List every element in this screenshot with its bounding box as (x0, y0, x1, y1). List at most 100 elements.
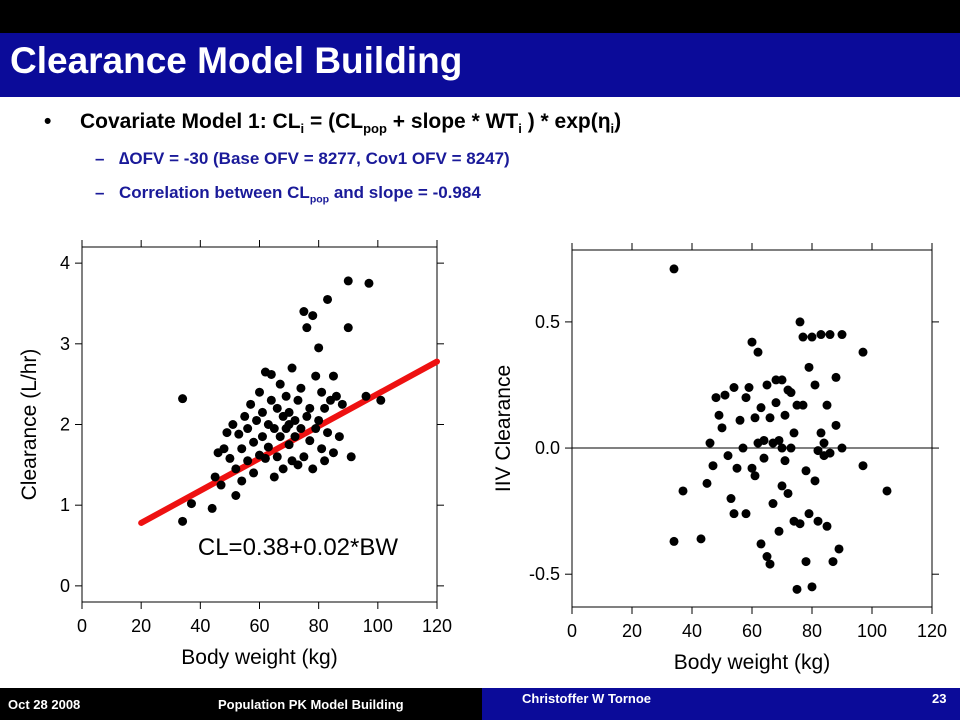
data-point (243, 424, 253, 434)
data-point (243, 456, 253, 466)
data-point (314, 343, 324, 353)
data-point (331, 391, 341, 401)
data-point (858, 347, 868, 357)
data-point (296, 424, 306, 434)
bullet-covariate-model: • Covariate Model 1: CLi = (CLpop + slope… (44, 110, 621, 136)
data-point (801, 557, 811, 567)
bullet-text: ) (614, 110, 622, 133)
bullet-sub: i (518, 121, 522, 137)
data-point (813, 446, 823, 456)
data-point (795, 317, 805, 327)
data-point (320, 403, 330, 413)
data-point (311, 424, 321, 434)
y-tick-label: 0.0 (535, 438, 560, 458)
data-point (837, 443, 847, 453)
clearance-vs-weight-chart: 0 20 40 60 80 100 120 0 1 2 3 4 Body weight (kg) Clea… (18, 240, 452, 669)
data-point (822, 400, 832, 410)
data-point (798, 332, 808, 342)
data-point (759, 435, 769, 445)
data-point (777, 481, 787, 491)
data-point (284, 407, 294, 417)
data-point (249, 437, 259, 447)
data-point (708, 461, 718, 471)
data-point (228, 420, 238, 429)
data-point (299, 452, 309, 462)
data-point (810, 380, 820, 390)
data-point (774, 435, 784, 445)
x-tick-label: 60 (249, 616, 269, 636)
x-axis-label: Body weight (kg) (181, 646, 337, 669)
bullet-sub: i (300, 121, 305, 137)
data-point (813, 516, 823, 526)
data-point (705, 438, 715, 448)
data-point (305, 436, 315, 446)
data-point (246, 399, 256, 409)
x-tick-label: 80 (802, 621, 822, 641)
data-point (669, 264, 679, 274)
bullet-sub: i (610, 121, 615, 137)
data-point (747, 463, 757, 473)
data-point (789, 428, 799, 438)
data-point (343, 323, 353, 333)
data-point (186, 499, 196, 509)
footer-blue-panel (482, 688, 960, 720)
data-point (741, 509, 751, 519)
data-point (768, 499, 778, 509)
data-point (343, 276, 353, 286)
y-axis-label: Clearance (L/hr) (18, 349, 41, 501)
data-point (723, 451, 733, 461)
data-point (669, 536, 679, 546)
x-tick-label: 20 (131, 616, 151, 636)
x-tick-label: 120 (422, 616, 452, 636)
data-point (750, 471, 760, 481)
data-point (714, 410, 724, 420)
y-tick-label: 0.5 (535, 312, 560, 332)
data-point (284, 440, 294, 450)
data-point (825, 330, 835, 340)
data-point (738, 443, 748, 453)
y-tick-label: -0.5 (529, 564, 560, 584)
sub-dash: – (95, 149, 105, 168)
data-point (837, 330, 847, 340)
data-point (786, 443, 796, 453)
data-point (269, 472, 279, 482)
data-point (178, 516, 188, 526)
data-point (255, 387, 264, 397)
data-point (219, 444, 229, 454)
bullet-sub: pop (363, 121, 387, 137)
data-point (759, 453, 769, 463)
plot-frame (571, 249, 933, 608)
data-point (257, 432, 267, 442)
data-point (207, 503, 217, 513)
bullet-text: Covariate Model 1: CL (80, 110, 301, 133)
x-tick-label: 0 (77, 616, 87, 636)
data-point (346, 452, 356, 462)
y-tick-label: 2 (60, 415, 70, 435)
data-point (762, 552, 772, 562)
data-point (777, 375, 787, 385)
data-point (753, 347, 763, 357)
data-point (792, 584, 802, 594)
x-tick-label: 20 (622, 621, 642, 641)
data-point (237, 476, 247, 486)
data-point (237, 444, 247, 454)
data-point (735, 415, 745, 425)
data-point (816, 330, 826, 340)
bullet-text: ) * exp( (521, 110, 598, 133)
data-point (807, 332, 817, 342)
data-point (231, 464, 241, 474)
data-point (756, 539, 766, 549)
data-point (266, 395, 276, 405)
data-point (328, 448, 338, 458)
data-point (302, 323, 312, 333)
data-point (281, 391, 291, 401)
data-point (266, 369, 276, 379)
sub-bullet-ofv: – ∆OFV = -30 (Base OFV = 8277, Cov1 OFV =… (95, 149, 510, 169)
data-point (249, 468, 259, 478)
sub-dash: – (95, 183, 105, 202)
x-tick-label: 100 (857, 621, 887, 641)
data-point (786, 388, 796, 398)
data-point (777, 443, 787, 453)
data-point (290, 415, 300, 425)
data-point (765, 413, 775, 423)
